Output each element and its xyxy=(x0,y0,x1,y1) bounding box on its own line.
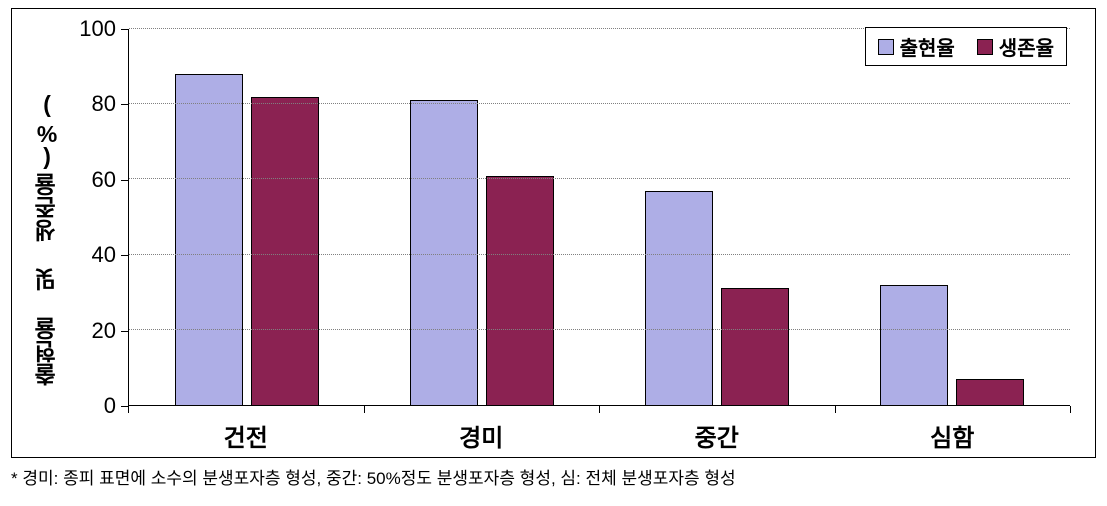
bar-series-1 xyxy=(175,74,243,405)
x-axis-label: 경미 xyxy=(364,406,600,452)
y-tick-label: 20 xyxy=(92,318,116,344)
x-tick-mark xyxy=(128,406,129,413)
x-axis: 건전경미중간심함 xyxy=(128,406,1070,452)
x-axis-label: 심함 xyxy=(835,406,1071,452)
y-tick-label: 0 xyxy=(104,393,116,419)
y-axis-ticks: 020406080100 xyxy=(70,29,128,452)
y-tick-mark xyxy=(121,331,128,332)
legend-label: 출현율 xyxy=(900,32,955,61)
bar-group xyxy=(600,29,835,405)
plot-column: 건전경미중간심함 xyxy=(128,29,1070,452)
legend-item: 생존율 xyxy=(977,32,1054,61)
bar-series-2 xyxy=(956,379,1024,405)
x-tick-mark xyxy=(599,406,600,413)
legend-label: 생존율 xyxy=(999,32,1054,61)
x-tick-mark xyxy=(835,406,836,413)
bar-group xyxy=(364,29,599,405)
y-tick-mark xyxy=(121,180,128,181)
plot-area xyxy=(128,29,1070,406)
gridline xyxy=(129,329,1070,330)
y-tick-label: 80 xyxy=(92,91,116,117)
y-tick-mark xyxy=(121,406,128,407)
bar-series-1 xyxy=(880,285,948,405)
bar-series-1 xyxy=(645,191,713,405)
bar-group xyxy=(129,29,364,405)
legend: 출현율 생존율 xyxy=(865,27,1067,66)
x-tick-mark xyxy=(364,406,365,413)
legend-swatch-series-2 xyxy=(977,39,993,55)
gridline xyxy=(129,254,1070,255)
y-axis-title-container: 출현율 및 생존율(%) xyxy=(30,29,70,452)
y-tick-label: 60 xyxy=(92,167,116,193)
chart-frame: 출현율 생존율 출현율 및 생존율(%) 0 20 40 60 80 100 건전경미중간… xyxy=(11,8,1096,458)
bar-group xyxy=(835,29,1070,405)
x-axis-label: 건전 xyxy=(128,406,364,452)
chart-body: 출현율 및 생존율(%) 020406080100 건전경미중간심함 xyxy=(30,29,1070,452)
y-tick-mark xyxy=(121,104,128,105)
gridline xyxy=(129,178,1070,179)
gridline xyxy=(129,103,1070,104)
x-axis-label: 중간 xyxy=(599,406,835,452)
legend-item: 출현율 xyxy=(878,32,955,61)
y-tick-mark xyxy=(121,29,128,30)
y-tick-label: 100 xyxy=(79,16,116,42)
y-tick-label: 40 xyxy=(92,242,116,268)
y-axis-title: 출현율 및 생존율(%) xyxy=(30,95,64,386)
y-tick-mark xyxy=(121,255,128,256)
footnote: * 경미: 종피 표면에 소수의 분생포자층 형성, 중간: 50%정도 분생포… xyxy=(11,464,1096,489)
legend-swatch-series-1 xyxy=(878,39,894,55)
bar-series-2 xyxy=(486,176,554,405)
bar-series-2 xyxy=(721,288,789,405)
bar-series-2 xyxy=(251,97,319,405)
bars-layer xyxy=(129,29,1070,405)
x-tick-mark xyxy=(1070,406,1071,413)
